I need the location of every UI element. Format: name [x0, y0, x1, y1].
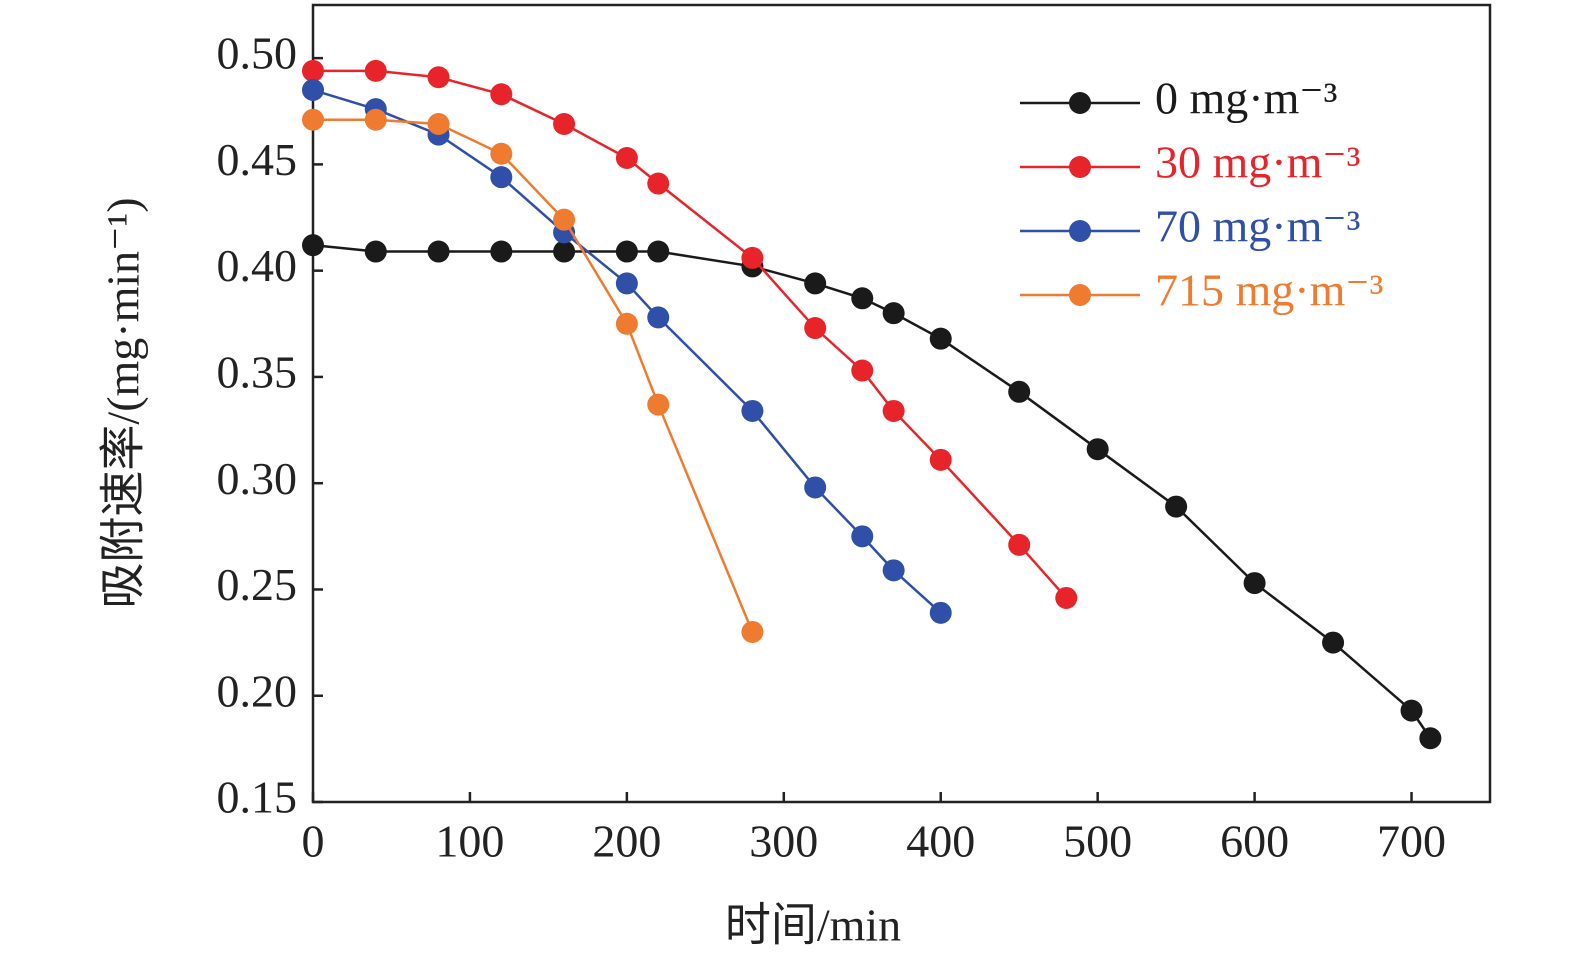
data-point	[882, 302, 905, 325]
data-point	[741, 246, 764, 269]
data-point	[1086, 438, 1109, 461]
data-point	[1419, 727, 1442, 750]
series-line	[313, 69, 1068, 599]
data-point	[1165, 495, 1188, 518]
series-line	[313, 118, 754, 633]
data-point	[490, 240, 513, 263]
series-line	[312, 243, 1432, 739]
legend-label: 70 mg·m⁻³	[1155, 201, 1360, 252]
y-tick-label: 0.35	[217, 346, 298, 397]
data-point	[1243, 572, 1266, 595]
data-point	[490, 166, 513, 189]
data-point	[553, 208, 576, 231]
x-tick-label: 700	[1377, 816, 1446, 867]
y-tick-label: 0.15	[217, 772, 298, 823]
legend-label: 0 mg·m⁻³	[1155, 73, 1337, 124]
plot-frame	[311, 3, 1492, 804]
data-point	[929, 448, 952, 471]
data-point	[647, 172, 670, 195]
x-tick-label: 500	[1063, 816, 1132, 867]
data-point	[804, 272, 827, 295]
data-point	[741, 399, 764, 422]
x-axis-title: 时间/min	[725, 900, 901, 951]
x-tick-label: 200	[592, 816, 661, 867]
data-point	[1008, 380, 1031, 403]
y-tick-label: 0.40	[217, 240, 298, 291]
x-tick-label: 300	[749, 816, 818, 867]
x-tick-label: 400	[906, 816, 975, 867]
data-point	[851, 287, 874, 310]
data-point	[615, 240, 638, 263]
y-tick-label: 0.50	[217, 28, 298, 79]
data-point	[490, 142, 513, 165]
y-tick-label: 0.25	[217, 559, 298, 610]
data-point	[882, 559, 905, 582]
x-tick-label: 0	[302, 816, 325, 867]
data-point	[364, 108, 387, 131]
data-point	[615, 312, 638, 335]
y-tick-label: 0.45	[217, 134, 298, 185]
legend-marker	[1069, 220, 1091, 242]
data-point	[615, 272, 638, 295]
x-tick-label: 100	[435, 816, 504, 867]
legend-label: 715 mg·m⁻³	[1155, 265, 1383, 316]
legend-marker	[1069, 156, 1091, 178]
data-point	[647, 306, 670, 329]
data-point	[1400, 699, 1423, 722]
y-axis-title: 吸附速率/(mg·min⁻¹)	[98, 197, 149, 608]
data-point	[851, 359, 874, 382]
data-point	[1055, 586, 1078, 609]
data-point	[302, 234, 324, 257]
data-point	[427, 240, 450, 263]
data-point	[1008, 533, 1031, 556]
data-point	[647, 393, 670, 416]
data-point	[490, 83, 513, 106]
data-point	[302, 59, 324, 82]
y-tick-label: 0.20	[217, 665, 298, 716]
data-point	[302, 79, 324, 102]
data-point	[804, 476, 827, 499]
data-point	[929, 601, 952, 624]
data-point	[364, 59, 387, 82]
x-tick-label: 600	[1220, 816, 1289, 867]
legend-marker	[1069, 284, 1091, 306]
legend-label: 30 mg·m⁻³	[1155, 137, 1360, 188]
data-point	[553, 113, 576, 136]
data-point	[427, 66, 450, 89]
data-point	[1322, 631, 1345, 654]
data-point	[647, 240, 670, 263]
y-tick-label: 0.30	[217, 453, 298, 504]
data-point	[882, 399, 905, 422]
data-point	[553, 240, 576, 263]
legend-marker	[1069, 92, 1091, 114]
data-point	[741, 620, 764, 643]
data-point	[929, 327, 952, 350]
data-point	[364, 240, 387, 263]
data-point	[427, 113, 450, 136]
data-point	[804, 317, 827, 340]
data-point	[851, 525, 874, 548]
data-point	[615, 147, 638, 170]
data-point	[302, 108, 324, 131]
